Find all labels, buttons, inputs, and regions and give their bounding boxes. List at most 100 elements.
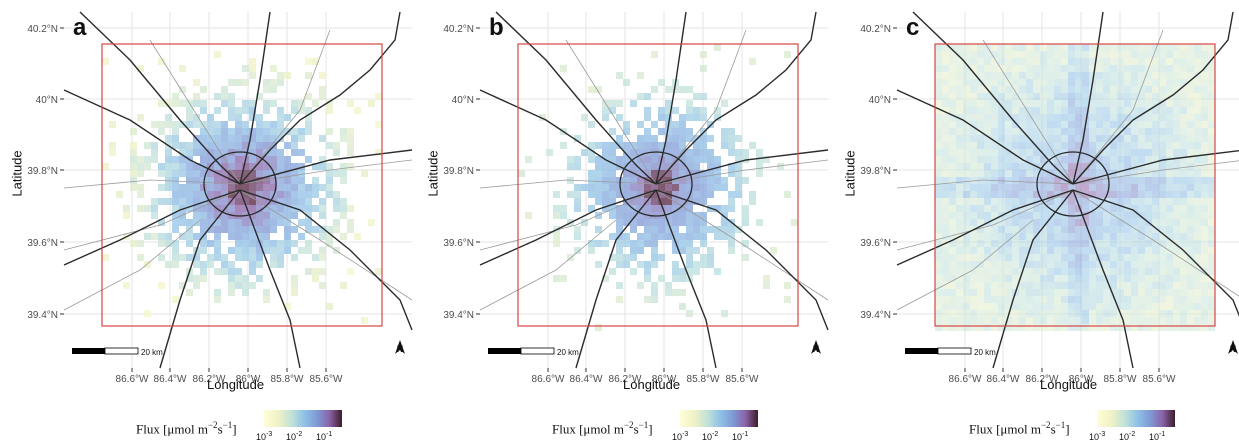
flux-cell: [207, 184, 214, 191]
flux-cell: [956, 128, 963, 135]
flux-cell: [609, 198, 616, 205]
flux-cell: [574, 184, 581, 191]
flux-cell: [707, 156, 714, 163]
flux-cell: [1054, 65, 1061, 72]
flux-cell: [1180, 324, 1187, 331]
flux-cell: [1110, 44, 1117, 51]
flux-cell: [1187, 149, 1194, 156]
flux-cell: [1019, 310, 1026, 317]
flux-cell: [1180, 184, 1187, 191]
flux-cell: [1152, 240, 1159, 247]
flux-cell: [242, 79, 249, 86]
flux-cell: [1194, 324, 1201, 331]
flux-cell: [693, 268, 700, 275]
flux-cell: [1040, 93, 1047, 100]
flux-cell: [735, 135, 742, 142]
flux-cell: [1194, 191, 1201, 198]
flux-cell: [1012, 100, 1019, 107]
flux-cell: [949, 240, 956, 247]
minor-road: [149, 39, 241, 185]
flux-cell: [137, 205, 144, 212]
flux-cell: [665, 282, 672, 289]
flux-cell: [1166, 289, 1173, 296]
flux-cell: [221, 163, 228, 170]
flux-cell: [1180, 107, 1187, 114]
flux-cell: [1054, 212, 1061, 219]
flux-cell: [1033, 100, 1040, 107]
flux-cell: [595, 198, 602, 205]
flux-cell: [1166, 107, 1173, 114]
flux-cell: [326, 142, 333, 149]
flux-cell: [970, 142, 977, 149]
flux-cell: [1110, 205, 1117, 212]
flux-cell: [1033, 254, 1040, 261]
flux-cell: [1096, 100, 1103, 107]
flux-cell: [963, 205, 970, 212]
flux-cell: [1187, 226, 1194, 233]
x-tick-label: 86.6°W: [532, 374, 565, 385]
flux-cell: [291, 226, 298, 233]
flux-cell: [1019, 247, 1026, 254]
flux-cell: [1061, 233, 1068, 240]
flux-cell: [1159, 282, 1166, 289]
flux-cell: [1110, 261, 1117, 268]
flux-cell: [221, 268, 228, 275]
flux-cell: [970, 93, 977, 100]
flux-cell: [970, 240, 977, 247]
flux-cell: [1110, 233, 1117, 240]
flux-cell: [735, 226, 742, 233]
flux-cell: [242, 191, 249, 198]
flux-cell: [1201, 58, 1208, 65]
highway: [1072, 11, 1104, 185]
flux-cell: [277, 184, 284, 191]
flux-cell: [165, 198, 172, 205]
flux-cell: [235, 107, 242, 114]
flux-cell: [193, 177, 200, 184]
flux-cell: [637, 93, 644, 100]
flux-cell: [1103, 79, 1110, 86]
flux-cell: [207, 191, 214, 198]
flux-cell: [1180, 212, 1187, 219]
flux-cell: [956, 184, 963, 191]
flux-cell: [242, 163, 249, 170]
flux-cell: [1145, 233, 1152, 240]
legend-colorbar: [1097, 410, 1175, 427]
legend-colorbar: [264, 410, 342, 427]
flux-cell: [977, 310, 984, 317]
flux-cell: [1124, 198, 1131, 205]
flux-cell: [1012, 261, 1019, 268]
flux-cell: [707, 170, 714, 177]
flux-cell: [319, 86, 326, 93]
flux-cell: [1159, 310, 1166, 317]
flux-cell: [686, 219, 693, 226]
flux-cell: [686, 268, 693, 275]
flux-cell: [935, 240, 942, 247]
flux-cell: [1005, 163, 1012, 170]
flux-cell: [602, 170, 609, 177]
flux-cell: [1124, 93, 1131, 100]
flux-cell: [228, 100, 235, 107]
minor-road: [239, 29, 331, 185]
flux-cell: [1194, 205, 1201, 212]
flux-cell: [228, 275, 235, 282]
flux-cell: [1138, 149, 1145, 156]
flux-cell: [1096, 219, 1103, 226]
flux-cell: [525, 156, 532, 163]
flux-cell: [1019, 79, 1026, 86]
flux-cell: [263, 226, 270, 233]
flux-cell: [1110, 219, 1117, 226]
flux-cell: [672, 128, 679, 135]
flux-cell: [1138, 219, 1145, 226]
flux-cell: [1110, 184, 1117, 191]
flux-cell: [200, 100, 207, 107]
flux-cell: [1068, 219, 1075, 226]
flux-cell: [1152, 100, 1159, 107]
flux-cell: [658, 163, 665, 170]
flux-cell: [1145, 275, 1152, 282]
flux-cell: [1166, 317, 1173, 324]
flux-cell: [1082, 44, 1089, 51]
flux-cell: [984, 317, 991, 324]
flux-cell: [1089, 149, 1096, 156]
flux-cell: [1117, 79, 1124, 86]
flux-cell: [1068, 324, 1075, 331]
